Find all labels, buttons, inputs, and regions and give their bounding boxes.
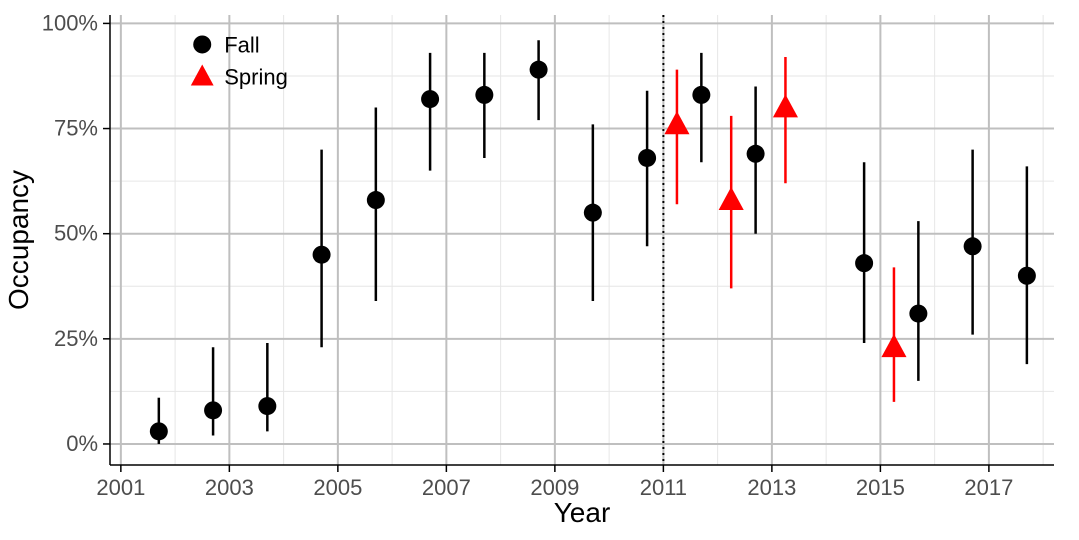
- x-tick-label: 2011: [640, 475, 687, 500]
- fall-point: [150, 422, 168, 440]
- x-tick-label: 2007: [422, 475, 471, 500]
- fall-point: [313, 246, 331, 264]
- fall-point: [692, 86, 710, 104]
- fall-point: [204, 401, 222, 419]
- fall-point: [584, 204, 602, 222]
- x-tick-label: 2005: [313, 475, 362, 500]
- x-tick-label: 2001: [96, 475, 145, 500]
- y-tick-label: 50%: [54, 221, 98, 246]
- fall-point: [367, 191, 385, 209]
- x-tick-label: 2013: [747, 475, 796, 500]
- x-tick-label: 2003: [205, 475, 254, 500]
- fall-point: [638, 149, 656, 167]
- y-tick-label: 100%: [42, 10, 98, 35]
- fall-point: [530, 61, 548, 79]
- fall-point: [421, 90, 439, 108]
- x-tick-label: 2015: [856, 475, 905, 500]
- x-tick-label: 2017: [964, 475, 1013, 500]
- fall-point: [747, 145, 765, 163]
- y-tick-label: 25%: [54, 326, 98, 351]
- fall-point: [855, 254, 873, 272]
- fall-point: [909, 305, 927, 323]
- legend-fall-marker: [193, 35, 211, 53]
- fall-point: [475, 86, 493, 104]
- y-axis-title: Occupancy: [3, 170, 34, 310]
- occupancy-chart: 2001200320052007200920112013201520170%25…: [0, 0, 1079, 540]
- fall-point: [258, 397, 276, 415]
- y-tick-label: 0%: [66, 431, 98, 456]
- fall-point: [964, 237, 982, 255]
- x-axis-title: Year: [554, 497, 611, 528]
- legend-fall-label: Fall: [224, 32, 259, 57]
- y-tick-label: 75%: [54, 116, 98, 141]
- legend-spring-label: Spring: [224, 64, 288, 89]
- fall-point: [1018, 267, 1036, 285]
